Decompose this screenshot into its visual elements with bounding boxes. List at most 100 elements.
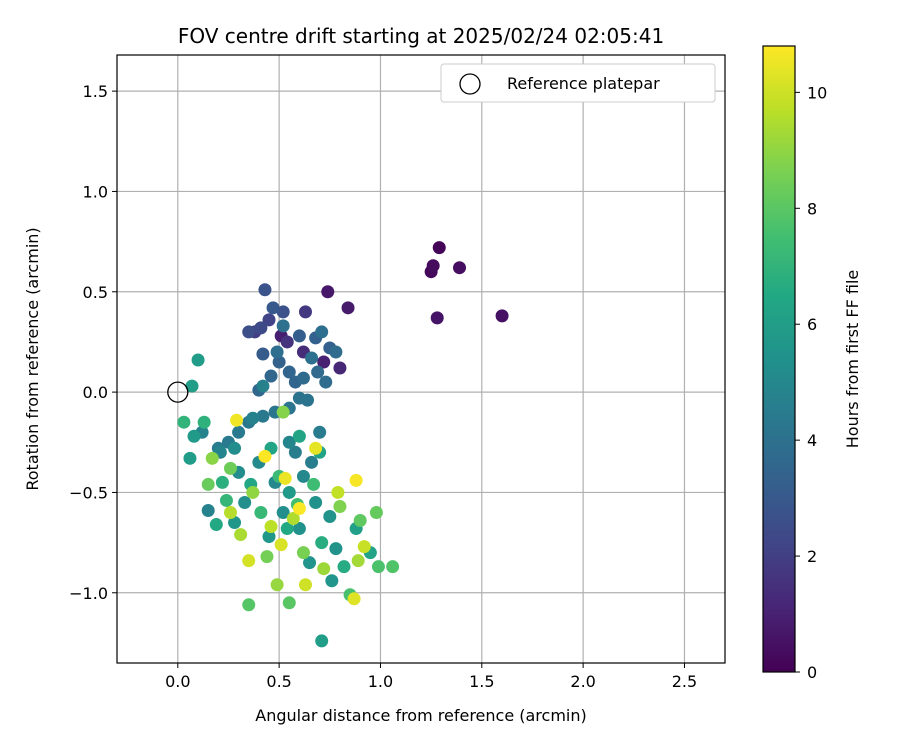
scatter-point bbox=[317, 355, 331, 369]
chart-title: FOV centre drift starting at 2025/02/24 … bbox=[178, 24, 664, 48]
x-tick-label: 0.5 bbox=[266, 672, 291, 691]
colorbar bbox=[762, 45, 796, 673]
scatter-point bbox=[191, 353, 205, 367]
scatter-point bbox=[270, 578, 284, 592]
scatter-point bbox=[260, 550, 274, 564]
colorbar-ticks: 0 2 4 6 8 10 bbox=[795, 83, 827, 682]
scatter-point bbox=[228, 441, 242, 455]
scatter-point bbox=[276, 506, 290, 520]
colorbar-tick-label: 4 bbox=[807, 431, 817, 450]
scatter-point bbox=[256, 347, 270, 361]
scatter-point bbox=[246, 411, 260, 425]
scatter-point bbox=[296, 469, 310, 483]
scatter-point bbox=[264, 520, 278, 534]
scatter-point bbox=[258, 283, 272, 297]
scatter-point bbox=[331, 485, 345, 499]
scatter-point bbox=[242, 325, 256, 339]
scatter-point bbox=[288, 445, 302, 459]
colorbar-tick-label: 6 bbox=[807, 315, 817, 334]
colorbar-tick-label: 2 bbox=[807, 547, 817, 566]
scatter-point bbox=[286, 512, 300, 526]
colorbar-tick-label: 0 bbox=[807, 663, 817, 682]
scatter-point bbox=[349, 473, 363, 487]
plot-frame bbox=[116, 54, 726, 664]
x-tick-label: 2.0 bbox=[570, 672, 595, 691]
scatter-point bbox=[254, 321, 268, 335]
scatter-point bbox=[353, 514, 367, 528]
scatter-point bbox=[432, 241, 446, 255]
legend-marker bbox=[459, 73, 481, 95]
scatter-point bbox=[234, 528, 248, 542]
scatter-point bbox=[282, 435, 296, 449]
scatter-point bbox=[337, 560, 351, 574]
scatter-point bbox=[369, 506, 383, 520]
scatter-point bbox=[274, 538, 288, 552]
scatter-point bbox=[282, 485, 296, 499]
scatter-point bbox=[303, 556, 317, 570]
scatter-point bbox=[453, 261, 467, 275]
colorbar-tick-label: 10 bbox=[807, 83, 827, 102]
scatter-point bbox=[185, 379, 199, 393]
scatter-point bbox=[351, 554, 365, 568]
scatter-point bbox=[292, 501, 306, 515]
scatter-point bbox=[315, 325, 329, 339]
scatter-point bbox=[313, 425, 327, 439]
scatter-point bbox=[230, 413, 244, 427]
scatter-point bbox=[315, 536, 329, 550]
scatter-point bbox=[219, 493, 233, 507]
scatter-point bbox=[495, 309, 509, 323]
scatter-point bbox=[280, 335, 294, 349]
scatter-point bbox=[317, 562, 331, 576]
grid-lines bbox=[117, 55, 725, 663]
scatter-point bbox=[296, 371, 310, 385]
scatter-point bbox=[262, 313, 276, 327]
scatter-point bbox=[341, 301, 355, 315]
y-tick-label: −1.0 bbox=[69, 584, 108, 603]
scatter-point bbox=[357, 540, 371, 554]
scatter-point bbox=[183, 451, 197, 465]
y-tick-label: 1.0 bbox=[83, 182, 108, 201]
scatter-point bbox=[238, 495, 252, 509]
scatter-point bbox=[309, 441, 323, 455]
scatter-point bbox=[329, 345, 343, 359]
y-axis-ticks: −1.0 −0.5 0.0 0.5 1.0 1.5 bbox=[69, 82, 117, 603]
scatter-point bbox=[223, 461, 237, 475]
scatter-point bbox=[301, 393, 315, 407]
scatter-point bbox=[305, 351, 319, 365]
scatter-point bbox=[256, 379, 270, 393]
scatter-point bbox=[282, 365, 296, 379]
scatter-point bbox=[256, 409, 270, 423]
scatter-point bbox=[426, 259, 440, 273]
scatter-point bbox=[386, 560, 400, 574]
x-tick-label: 2.5 bbox=[672, 672, 697, 691]
reference-marker bbox=[167, 381, 189, 403]
x-axis-ticks: 0.0 0.5 1.0 1.5 2.0 2.5 bbox=[165, 663, 697, 691]
legend-label: Reference platepar bbox=[507, 74, 660, 93]
scatter-point bbox=[242, 554, 256, 568]
x-tick-label: 1.0 bbox=[368, 672, 393, 691]
y-tick-label: 0.5 bbox=[83, 283, 108, 302]
scatter-point bbox=[258, 449, 272, 463]
scatter-point bbox=[347, 592, 361, 606]
y-tick-label: −0.5 bbox=[69, 483, 108, 502]
scatter-point bbox=[264, 369, 278, 383]
colorbar-tick-label: 8 bbox=[807, 199, 817, 218]
scatter-point bbox=[205, 451, 219, 465]
legend-box bbox=[440, 63, 716, 103]
scatter-point bbox=[276, 405, 290, 419]
x-axis-label: Angular distance from reference (arcmin) bbox=[255, 706, 586, 725]
scatter-point bbox=[232, 425, 246, 439]
scatter-point bbox=[223, 506, 237, 520]
scatter-point bbox=[187, 429, 201, 443]
scatter-point bbox=[298, 305, 312, 319]
scatter-point bbox=[242, 598, 256, 612]
scatter-point bbox=[282, 596, 296, 610]
scatter-point bbox=[246, 485, 260, 499]
scatter-point bbox=[321, 285, 335, 299]
scatter-point bbox=[430, 311, 444, 325]
scatter-point bbox=[296, 546, 310, 560]
scatter-point bbox=[323, 510, 337, 524]
scatter-point bbox=[333, 361, 347, 375]
y-tick-label: 1.5 bbox=[83, 82, 108, 101]
